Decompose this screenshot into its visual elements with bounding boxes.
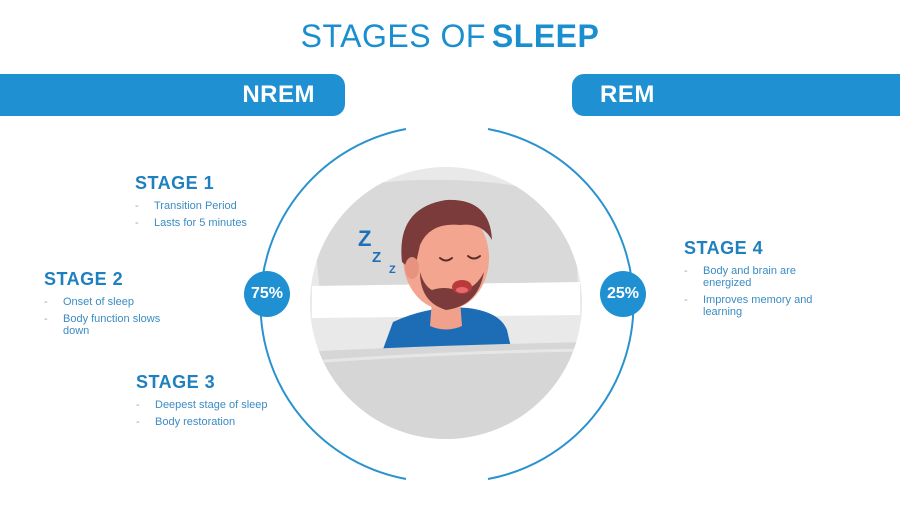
stage-1-title: STAGE 1 — [135, 173, 215, 193]
nrem-percentage-badge: 75% — [244, 271, 290, 317]
rem-percentage-badge: 25% — [600, 271, 646, 317]
stage-2: STAGE 2 Onset of sleep Body function slo… — [44, 269, 184, 342]
page-title: STAGES OF SLEEP — [0, 18, 900, 55]
stage-1: STAGE 1 Transition Period Lasts for 5 mi… — [135, 173, 295, 234]
nrem-label: NREM — [242, 81, 315, 108]
stage-3-item: Body restoration — [136, 416, 306, 428]
hair — [401, 199, 492, 272]
stage-4-item: Improves memory and learning — [684, 294, 824, 318]
stage-2-item: Onset of sleep — [44, 296, 184, 308]
rem-label: REM — [600, 81, 655, 108]
stage-3-title: STAGE 3 — [136, 372, 216, 392]
title-bold-part: SLEEP — [491, 18, 600, 54]
snore-z-large: Z — [358, 226, 371, 251]
stage-3: STAGE 3 Deepest stage of sleep Body rest… — [136, 372, 306, 433]
stage-3-item: Deepest stage of sleep — [136, 399, 306, 411]
stage-2-item: Body function slows down — [44, 313, 184, 337]
stage-1-item: Lasts for 5 minutes — [135, 217, 295, 229]
rem-banner: REM — [572, 74, 900, 116]
snore-z-medium: Z — [372, 249, 381, 266]
stage-4: STAGE 4 Body and brain are energized Imp… — [684, 238, 824, 323]
stage-4-title: STAGE 4 — [684, 238, 764, 258]
snore-z-small: Z — [389, 264, 396, 276]
shirt — [382, 307, 512, 352]
stage-4-item: Body and brain are energized — [684, 265, 824, 289]
nrem-banner: NREM — [0, 74, 345, 116]
stage-1-item: Transition Period — [135, 200, 295, 212]
sleeping-man-illustration — [310, 167, 582, 439]
beard — [420, 272, 484, 310]
title-light-part: STAGES OF — [300, 18, 486, 54]
stage-2-title: STAGE 2 — [44, 269, 124, 289]
